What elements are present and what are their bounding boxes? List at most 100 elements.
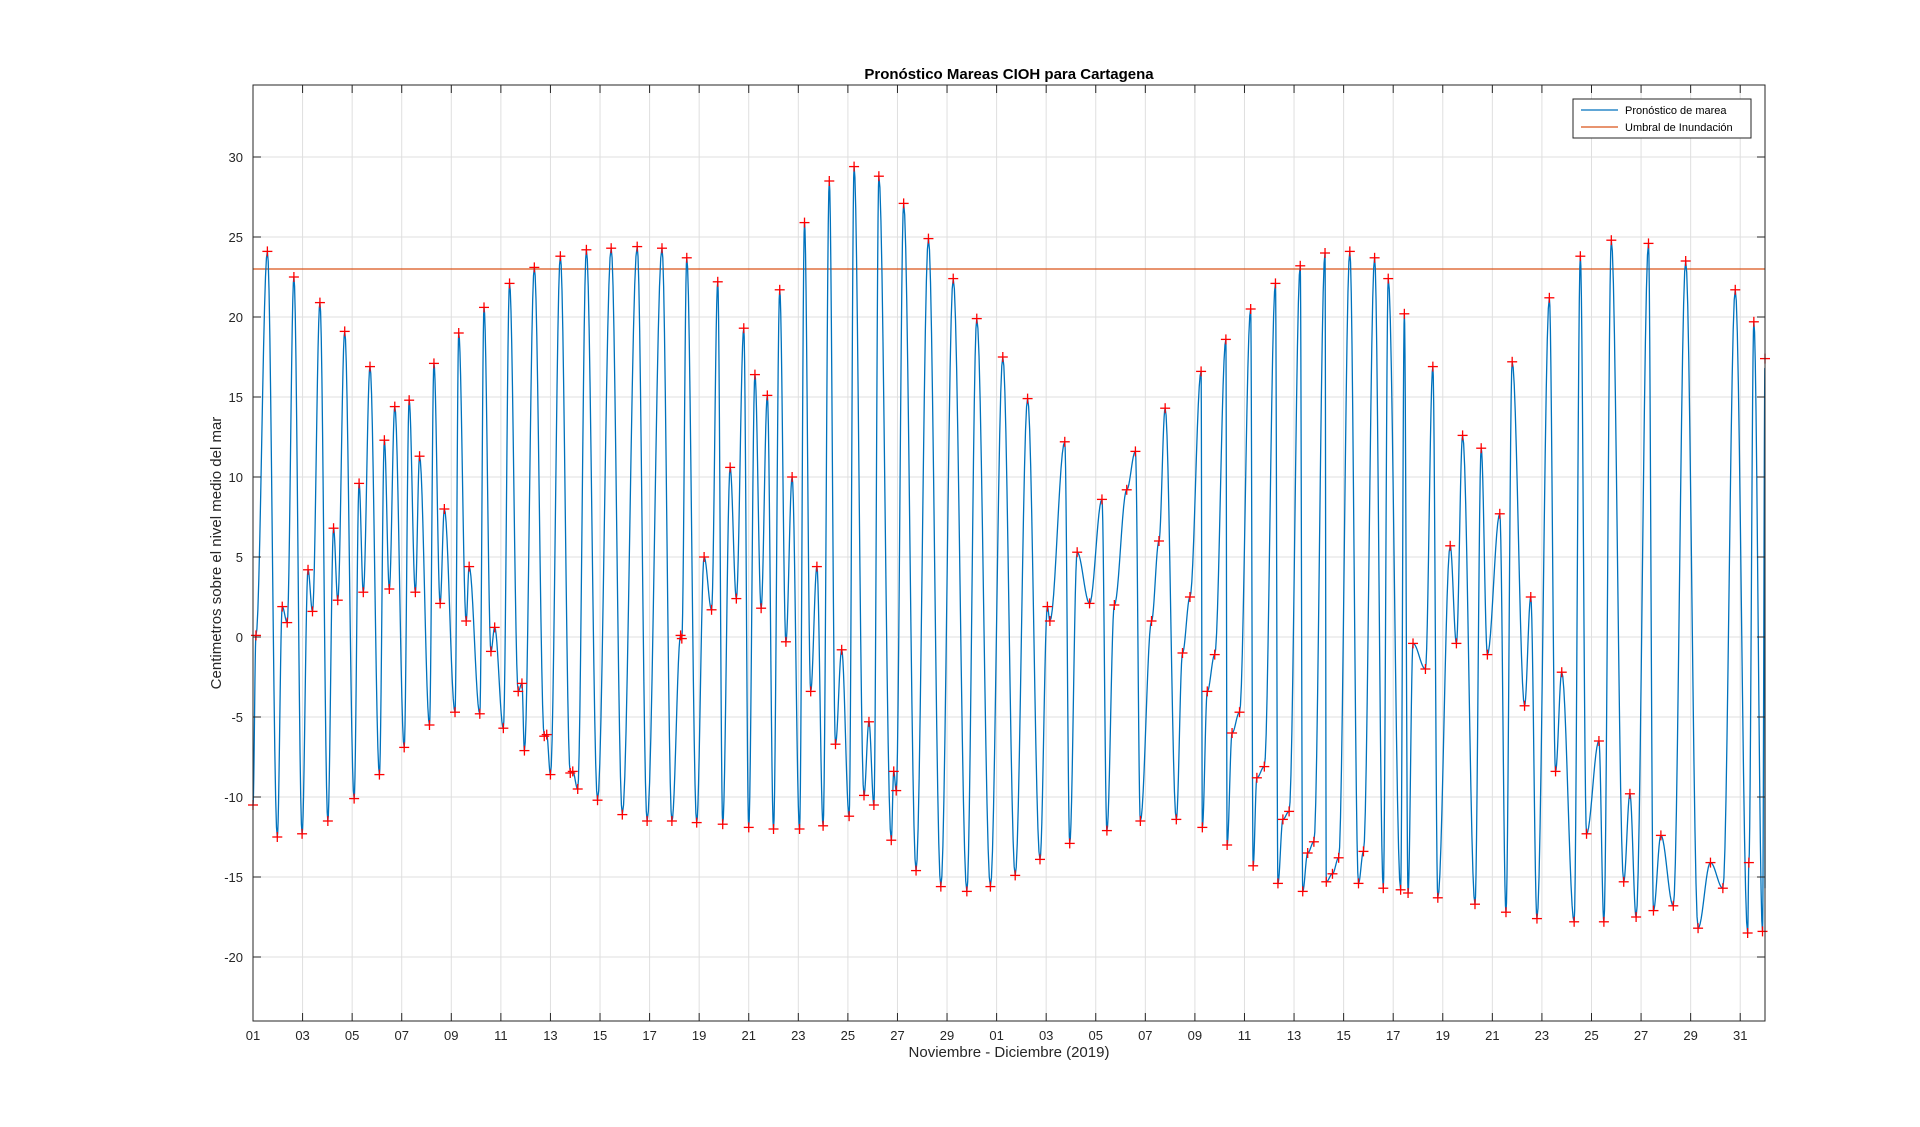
extremum-marker xyxy=(1624,788,1635,799)
extremum-marker xyxy=(1277,814,1288,825)
extremum-marker xyxy=(1109,600,1120,610)
extremum-marker xyxy=(555,251,566,262)
extremum-marker xyxy=(539,731,550,742)
extremum-marker xyxy=(1544,292,1555,303)
plot-area xyxy=(253,85,1765,1021)
extremum-marker xyxy=(379,435,390,446)
extremum-marker xyxy=(1121,484,1132,495)
extremum-marker xyxy=(1631,912,1642,922)
extremum-marker xyxy=(572,784,583,794)
extremum-marker xyxy=(1160,403,1171,414)
extremum-marker xyxy=(706,604,717,615)
extremum-marker xyxy=(297,828,308,839)
legend: Pronóstico de marea Umbral de Inundación xyxy=(1572,98,1752,139)
extremum-marker xyxy=(774,284,785,295)
extremum-marker xyxy=(948,273,959,284)
extremum-marker xyxy=(428,358,439,369)
extremum-marker xyxy=(1569,916,1580,927)
extremum-marker xyxy=(358,587,369,598)
extremum-marker xyxy=(971,313,982,324)
extremum-marker xyxy=(1333,852,1344,863)
extremum-marker xyxy=(314,297,325,308)
extremum-marker xyxy=(1757,926,1768,937)
extremum-marker xyxy=(1500,907,1511,918)
extremum-marker xyxy=(762,390,773,401)
x-tick-label: 07 xyxy=(1138,1028,1152,1043)
extremum-marker xyxy=(1010,870,1021,881)
extremum-marker xyxy=(1259,761,1270,772)
x-axis-title: Noviembre - Diciembre (2019) xyxy=(909,1044,1110,1061)
extremum-marker xyxy=(1593,736,1604,746)
x-tick-label: 03 xyxy=(1039,1028,1053,1043)
x-tick-label: 09 xyxy=(1188,1028,1202,1043)
x-tick-label: 09 xyxy=(444,1028,458,1043)
extremum-marker xyxy=(1432,892,1443,903)
y-tick-label: -20 xyxy=(224,950,243,965)
extremum-marker xyxy=(1321,876,1332,887)
extremum-marker xyxy=(1320,248,1331,258)
extremum-marker xyxy=(1469,899,1480,910)
x-tick-label: 27 xyxy=(890,1028,904,1043)
extremum-marker xyxy=(1171,814,1182,825)
extremum-marker xyxy=(794,824,805,834)
extremum-marker xyxy=(1378,883,1389,894)
extremum-marker xyxy=(898,198,909,209)
extremum-marker xyxy=(1084,598,1095,609)
extremum-marker xyxy=(581,244,592,255)
extremum-marker xyxy=(699,552,710,562)
extremum-marker xyxy=(461,616,472,626)
extremum-marker xyxy=(1556,667,1567,678)
extremum-marker xyxy=(873,171,884,182)
extremum-marker xyxy=(332,595,343,606)
extremum-marker xyxy=(738,323,749,334)
extremum-marker xyxy=(1044,616,1055,626)
extremum-marker xyxy=(389,401,400,412)
x-tick-label: 17 xyxy=(642,1028,656,1043)
y-tick-label: 10 xyxy=(229,470,243,485)
x-tick-label: 15 xyxy=(593,1028,607,1043)
extremum-marker xyxy=(1420,664,1431,674)
extremum-marker xyxy=(1643,238,1654,249)
extremum-marker xyxy=(712,276,723,287)
extremum-marker xyxy=(1101,825,1112,836)
extremum-marker xyxy=(681,252,692,263)
extremum-marker xyxy=(1270,278,1281,289)
extremum-marker xyxy=(1680,256,1691,266)
extremum-marker xyxy=(1525,592,1536,602)
extremum-marker xyxy=(961,886,972,897)
x-tick-label: 23 xyxy=(791,1028,805,1043)
extremum-marker xyxy=(339,326,350,337)
x-tick-label: 11 xyxy=(494,1028,508,1043)
extremum-marker xyxy=(364,361,375,372)
x-tick-label: 01 xyxy=(989,1028,1003,1043)
extremum-marker xyxy=(818,820,829,831)
extremum-marker xyxy=(404,395,415,406)
extremum-marker xyxy=(985,881,996,892)
extremum-marker xyxy=(1383,273,1394,284)
extremum-marker xyxy=(1096,494,1107,505)
extremum-marker xyxy=(756,603,767,614)
extremum-marker xyxy=(1395,884,1406,895)
extremum-marker xyxy=(1234,707,1245,718)
extremum-marker xyxy=(1598,916,1609,927)
extremum-marker xyxy=(414,451,425,462)
x-tick-label: 05 xyxy=(1089,1028,1103,1043)
extremum-marker xyxy=(1135,816,1146,826)
extremum-marker xyxy=(435,598,446,609)
extremum-marker xyxy=(1344,246,1355,257)
extremum-marker xyxy=(1245,304,1256,314)
extremum-marker xyxy=(731,593,742,604)
extremum-marker xyxy=(836,644,847,655)
extremum-marker xyxy=(529,262,540,273)
x-tick-label: 05 xyxy=(345,1028,359,1043)
extremum-marker xyxy=(1248,860,1259,871)
y-tick-label: -5 xyxy=(231,710,243,725)
y-tick-label: 20 xyxy=(229,310,243,325)
extremum-marker xyxy=(498,723,509,734)
extremum-marker xyxy=(1295,260,1306,271)
extremum-marker xyxy=(1743,857,1754,868)
extremum-marker xyxy=(1427,361,1438,372)
extremum-marker xyxy=(1494,508,1505,519)
